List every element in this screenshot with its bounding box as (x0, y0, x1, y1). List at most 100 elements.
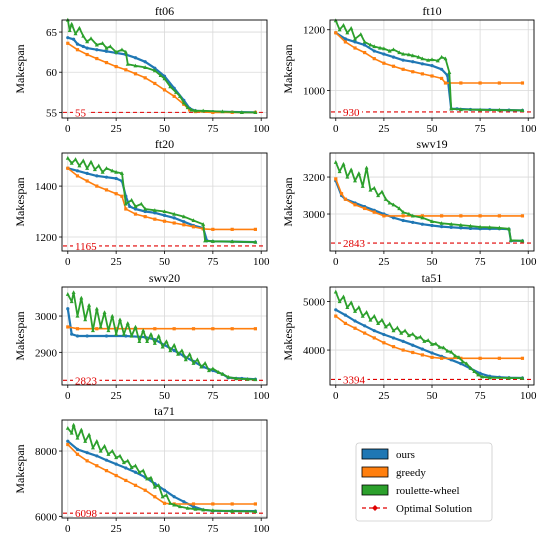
legend-label: ours (396, 449, 415, 461)
data-point-roulette-wheel (433, 341, 438, 346)
legend-label: Optimal Solution (396, 503, 473, 515)
data-point-roulette-wheel (141, 468, 146, 473)
data-point-roulette-wheel (206, 368, 211, 373)
chart-panel-swv20: 2823 0 25 50 75 100 2900 3000 swv20 Makespan (13, 271, 270, 402)
data-point-roulette-wheel (129, 333, 134, 338)
x-tick-label: 100 (520, 390, 537, 402)
data-point-roulette-wheel (94, 439, 99, 443)
data-point-roulette-wheel (172, 502, 177, 507)
data-point-greedy (114, 473, 118, 478)
data-point-ours (391, 55, 396, 59)
data-point-roulette-wheel (73, 31, 78, 36)
data-point-roulette-wheel (177, 504, 182, 509)
data-point-roulette-wheel (189, 107, 194, 112)
data-point-ours (401, 339, 405, 343)
data-point-roulette-wheel (114, 49, 119, 54)
data-point-greedy (172, 327, 176, 331)
data-point-greedy (353, 326, 357, 330)
y-axis-label: Makespan (13, 177, 27, 226)
series-line-greedy (335, 178, 523, 217)
data-point-ours (353, 40, 357, 44)
data-point-greedy (188, 108, 192, 112)
data-point-roulette-wheel (345, 174, 350, 179)
series-line-roulette-wheel (334, 291, 523, 380)
chart-panel-ft06: 55 0 25 50 75 100 55 60 65 ft06 Makespan (13, 4, 270, 135)
data-point-ours (382, 332, 386, 337)
data-point-roulette-wheel (85, 166, 90, 170)
data-point-roulette-wheel (468, 223, 473, 228)
data-point-roulette-wheel (356, 171, 361, 175)
y-tick-label: 8000 (35, 446, 58, 458)
data-point-ours (133, 470, 138, 474)
data-point-roulette-wheel (381, 46, 386, 51)
data-point-greedy (497, 356, 501, 360)
data-point-roulette-wheel (118, 317, 123, 322)
data-point-roulette-wheel (133, 324, 138, 329)
data-point-greedy (401, 348, 405, 352)
data-point-greedy (430, 355, 434, 359)
data-point-greedy (520, 81, 525, 85)
data-point-roulette-wheel (114, 169, 119, 174)
data-point-greedy (66, 41, 70, 45)
data-point-roulette-wheel (497, 107, 502, 112)
optimal-label-background (341, 374, 368, 387)
data-point-greedy (430, 74, 434, 78)
data-point-roulette-wheel (187, 351, 192, 356)
series-line-greedy (67, 443, 256, 505)
data-point-ours (172, 216, 176, 220)
x-tick-label: 0 (65, 123, 71, 135)
chart-panel-ta71: 6098 0 25 50 75 100 6000 8000 ta71 Makespan (13, 404, 270, 535)
data-point-ours (478, 371, 482, 375)
data-point-greedy (211, 502, 215, 506)
data-point-roulette-wheel (69, 430, 74, 435)
data-point-ours (440, 67, 444, 71)
data-point-greedy (162, 219, 167, 223)
y-tick-label: 2900 (35, 347, 58, 359)
optimal-label-background (73, 508, 100, 521)
data-point-greedy (75, 48, 80, 52)
data-point-greedy (85, 459, 89, 463)
data-point-roulette-wheel (89, 36, 94, 41)
data-point-roulette-wheel (106, 328, 111, 333)
data-point-roulette-wheel (98, 448, 103, 453)
data-point-roulette-wheel (110, 448, 115, 453)
data-point-roulette-wheel (376, 321, 381, 325)
data-point-greedy (133, 72, 138, 76)
data-point-greedy (114, 64, 118, 69)
data-point-roulette-wheel (168, 501, 173, 505)
x-tick-label: 25 (378, 256, 390, 268)
data-point-roulette-wheel (137, 339, 142, 344)
data-point-ours (411, 343, 415, 347)
data-point-roulette-wheel (464, 361, 469, 366)
data-point-greedy (120, 194, 124, 198)
x-tick-label: 0 (65, 390, 71, 402)
x-tick-label: 50 (427, 123, 439, 135)
data-point-greedy (133, 483, 138, 487)
data-point-roulette-wheel (143, 206, 148, 211)
data-point-roulette-wheel (458, 107, 463, 112)
data-point-roulette-wheel (391, 47, 396, 52)
y-tick-label: 1200 (35, 232, 58, 244)
data-point-greedy (382, 341, 386, 345)
data-point-roulette-wheel (391, 202, 396, 207)
data-point-roulette-wheel (69, 160, 74, 165)
legend-label: greedy (396, 467, 426, 479)
data-point-ours (411, 60, 415, 64)
data-point-roulette-wheel (123, 201, 128, 206)
data-point-roulette-wheel (447, 70, 452, 74)
data-point-roulette-wheel (360, 184, 365, 188)
data-point-ours (420, 62, 424, 66)
y-axis-label: Makespan (281, 311, 295, 360)
data-point-ours (172, 495, 176, 499)
data-point-roulette-wheel (372, 313, 377, 318)
data-point-roulette-wheel (368, 317, 373, 322)
data-point-ours (363, 43, 367, 47)
data-point-roulette-wheel (77, 25, 82, 30)
data-point-roulette-wheel (174, 90, 179, 94)
y-tick-label: 3000 (35, 311, 58, 323)
data-point-roulette-wheel (460, 359, 465, 364)
data-point-greedy (478, 81, 482, 85)
data-point-roulette-wheel (164, 492, 169, 497)
data-point-roulette-wheel (110, 168, 115, 173)
data-point-roulette-wheel (164, 339, 169, 344)
